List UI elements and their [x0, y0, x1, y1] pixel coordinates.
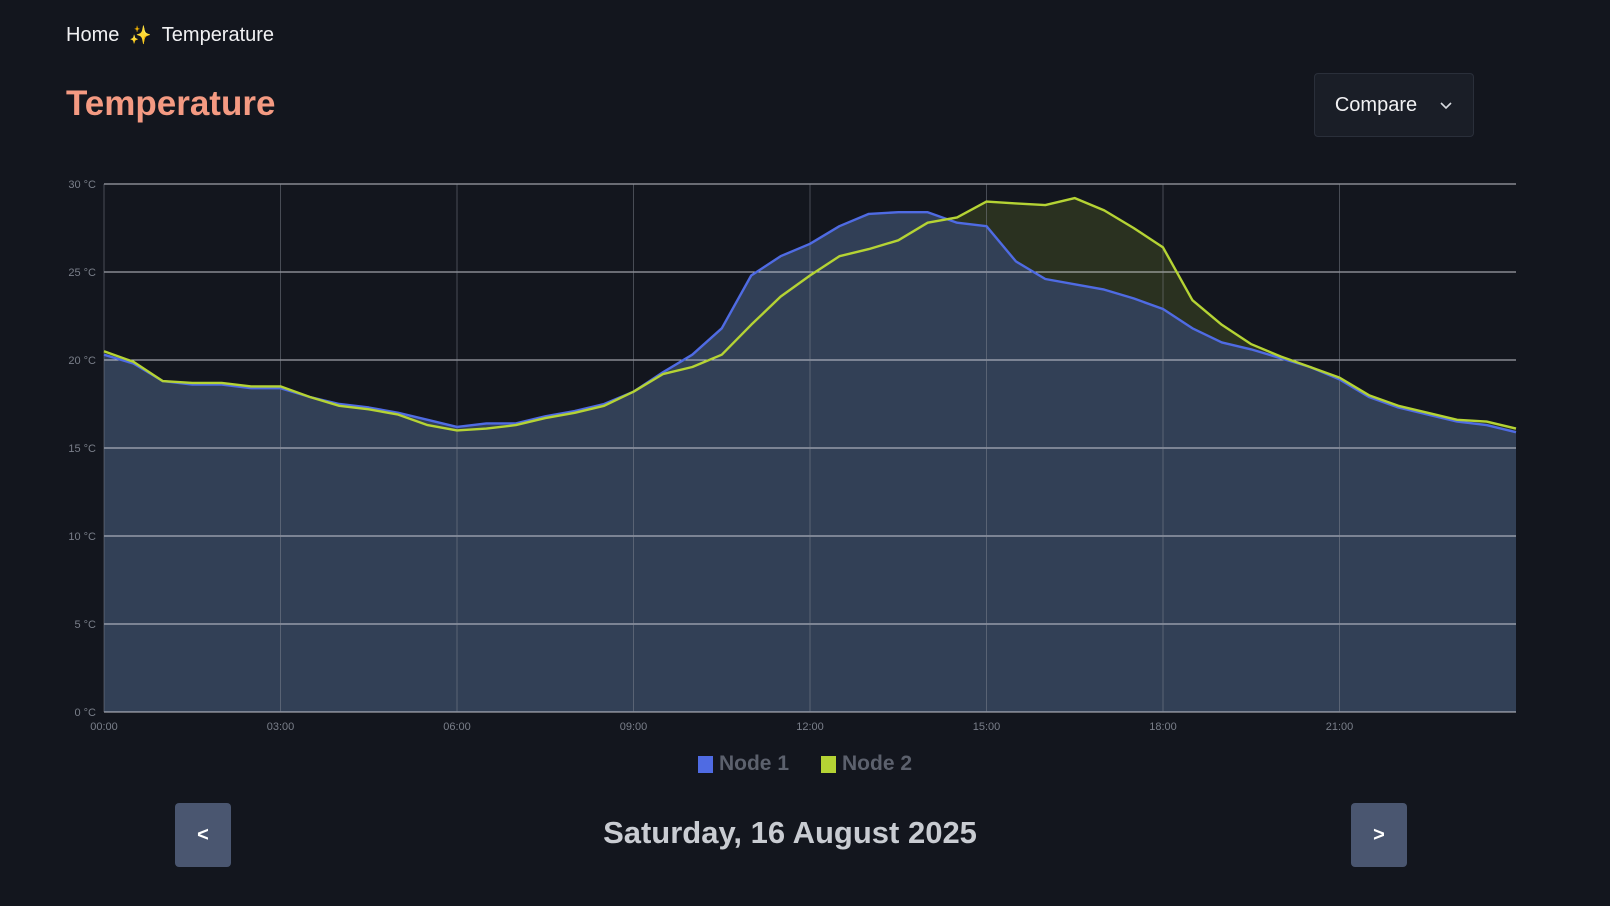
x-tick-label: 09:00	[620, 721, 648, 733]
breadcrumb: Home ✨ Temperature	[66, 24, 274, 47]
legend-label: Node 1	[718, 752, 789, 775]
x-tick-label: 12:00	[796, 721, 824, 733]
x-tick-label: 00:00	[90, 721, 118, 733]
page-title: Temperature	[66, 84, 276, 123]
previous-day-button[interactable]: <	[175, 803, 231, 867]
series-line-node-1	[103, 211, 1517, 434]
x-tick-label: 21:00	[1326, 721, 1354, 733]
y-tick-label: 5 °C	[74, 619, 96, 631]
legend-swatch	[697, 755, 713, 773]
breadcrumb-home-link[interactable]: Home	[66, 24, 120, 46]
y-tick-label: 10 °C	[68, 531, 96, 543]
y-tick-label: 30 °C	[68, 179, 96, 191]
legend-item-node-1[interactable]: Node 1	[697, 752, 789, 776]
temperature-chart: 0 °C 5 °C 10 °C 15 °C 20 °C 25 °C 30 °C 00:00 03…	[68, 179, 1517, 733]
legend-item-node-2[interactable]: Node 2	[821, 752, 912, 776]
sparkles-icon: ✨	[129, 25, 152, 45]
series-area-node-1	[104, 212, 1516, 712]
y-tick-label: 20 °C	[68, 355, 96, 367]
x-tick-label: 03:00	[267, 721, 295, 733]
date-label: Saturday, 16 August 2025	[603, 815, 977, 850]
compare-dropdown[interactable]: Compare	[1314, 73, 1474, 137]
compare-label: Compare	[1334, 93, 1418, 116]
chart-legend: Node 1 Node 2	[0, 752, 1610, 776]
next-day-button[interactable]: >	[1351, 803, 1407, 867]
chevron-down-icon	[1440, 102, 1452, 110]
legend-swatch	[821, 755, 836, 773]
breadcrumb-current: Temperature	[161, 24, 275, 46]
y-tick-label: 25 °C	[68, 267, 96, 279]
x-tick-label: 06:00	[443, 721, 471, 733]
legend-label: Node 2	[842, 752, 913, 775]
series-line-node-2	[103, 196, 1517, 432]
x-tick-label: 18:00	[1149, 721, 1177, 733]
y-tick-label: 0 °C	[74, 707, 96, 719]
x-tick-label: 15:00	[973, 721, 1001, 733]
y-tick-label: 15 °C	[68, 443, 96, 455]
